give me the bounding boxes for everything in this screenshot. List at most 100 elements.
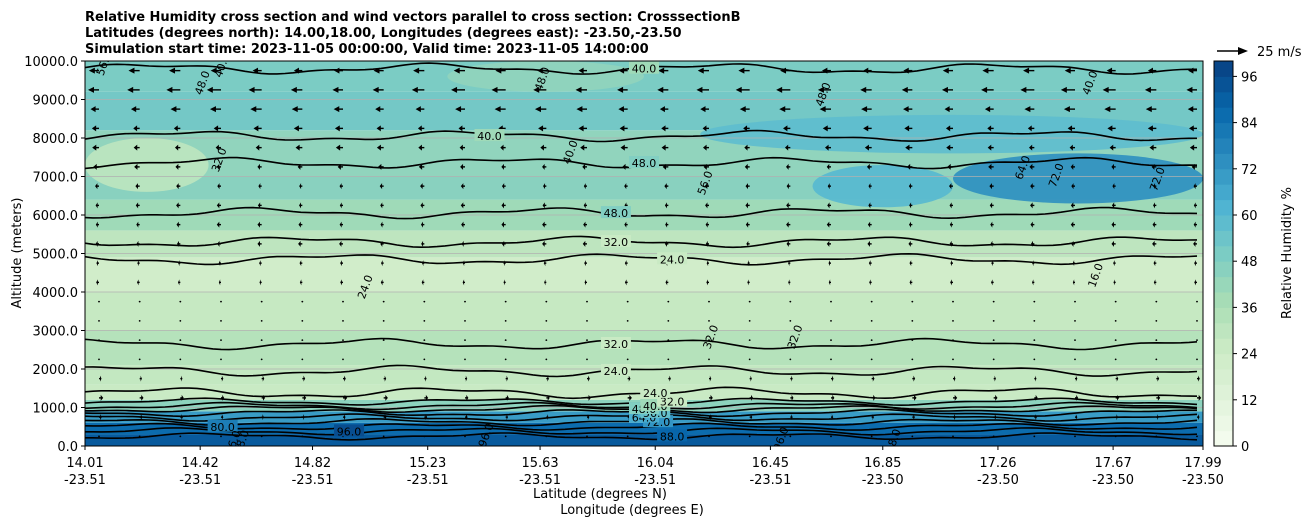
wind-vector-head [135,202,139,209]
wind-vector-head [580,144,585,151]
wind-vector-head [380,202,383,209]
wind-vector-head [949,240,952,247]
wind-vector-head [501,163,504,170]
wind-vector-head [1106,67,1113,74]
wind-vector [179,339,182,342]
wind-vector [260,435,263,438]
wind-vector-head [181,375,183,382]
wind-vector-head [868,202,871,209]
colorbar-segment [1214,199,1233,216]
wind-vector-head [1030,221,1033,228]
contour-line [85,206,1198,220]
wind-vector-head [863,67,869,74]
wind-vector-head [1060,86,1067,93]
title-line-3: Simulation start time: 2023-11-05 00:00:… [85,42,649,57]
wind-vector [301,319,304,322]
wind-vector-head [257,202,261,209]
wind-vector-head [460,163,464,170]
wind-vector-head [491,86,498,93]
wind-vector [708,339,710,342]
x-tick-label-lon: -23.51 [519,473,561,488]
y-tick-label: 1000.0 [33,402,79,417]
wind-vector-head [745,202,748,209]
wind-vector-head [620,144,625,151]
colorbar-segment [1214,276,1233,293]
wind-vector-head [904,125,910,132]
wind-vector-head [173,125,178,132]
wind-vector-head [95,202,98,209]
colorbar-tick-label: 60 [1241,209,1258,224]
wind-vector-head [213,125,219,132]
wind-vector-head [909,279,912,286]
wind-vector [342,300,344,303]
wind-vector-head [981,86,988,93]
wind-vector [382,435,385,438]
wind-vector [870,339,873,342]
wind-vector-head [257,163,260,170]
wind-vector-head [140,375,142,382]
wind-vector-head [128,67,135,74]
wind-vector-head [994,375,996,382]
wind-vector-head [658,67,665,74]
wind-vector [382,300,385,303]
wind-vector-head [913,414,915,421]
wind-vector-head [176,221,179,228]
wind-vector-head [582,240,586,247]
wind-vector [220,358,222,361]
wind-vector-head [954,414,956,421]
wind-vector-head [209,106,216,113]
x-tick-label-lon: -23.51 [749,473,791,488]
wind-vector-head [1113,260,1115,267]
wind-vector-head [250,106,257,113]
wind-vector-head [460,202,464,209]
wind-vector-head [991,260,993,267]
wind-vector-head [216,202,220,209]
wind-vector [1196,300,1198,303]
wind-vector [138,358,141,361]
wind-vector-head [872,414,874,421]
wind-vector-head [828,260,830,267]
wind-vector-head [506,394,509,401]
wind-vector-head [298,221,301,228]
wind-vector-head [1116,414,1118,421]
wind-vector-head [334,67,340,74]
wind-vector-head [542,221,545,228]
contour-label-bg [600,234,631,247]
wind-vector-head [1153,183,1156,190]
wind-vector-head [500,144,504,151]
humidity-patch [85,138,209,192]
wind-vector-head [950,279,952,286]
wind-vector-head [700,106,706,113]
x-tick-label-lat: 16.45 [752,456,789,471]
wind-vector-head [578,125,584,132]
wind-vector [952,435,954,438]
humidity-band [85,434,1203,446]
wind-vector [586,435,588,438]
wind-vector-head [744,144,748,151]
wind-vector [789,300,792,303]
wind-vector-head [88,67,95,74]
wind-vector-head [425,375,427,382]
wind-vectors [87,67,1202,438]
wind-vector-head [218,279,221,286]
wind-vector-head [908,221,911,228]
wind-vector [626,358,629,361]
wind-vector-head [1152,221,1155,228]
wind-vector-head [739,106,746,113]
colorbar-segment [1214,307,1233,324]
wind-vector [138,319,141,322]
contour-label-bg [600,363,631,376]
wind-vector [789,319,792,322]
x-axis-label-lon: Longitude (degrees E) [560,503,704,518]
humidity-fill [85,61,1203,446]
contour-label-bg [657,429,688,442]
wind-vector-head [588,375,590,382]
wind-vector-head [221,375,224,382]
wind-vector-head [253,125,259,132]
wind-vector-head [1187,106,1194,113]
wind-vector [870,319,873,322]
wind-vector-head [1035,414,1037,421]
wind-vector-head [95,183,98,190]
wind-vector-head [340,279,342,286]
wind-vector-head [1113,279,1115,286]
